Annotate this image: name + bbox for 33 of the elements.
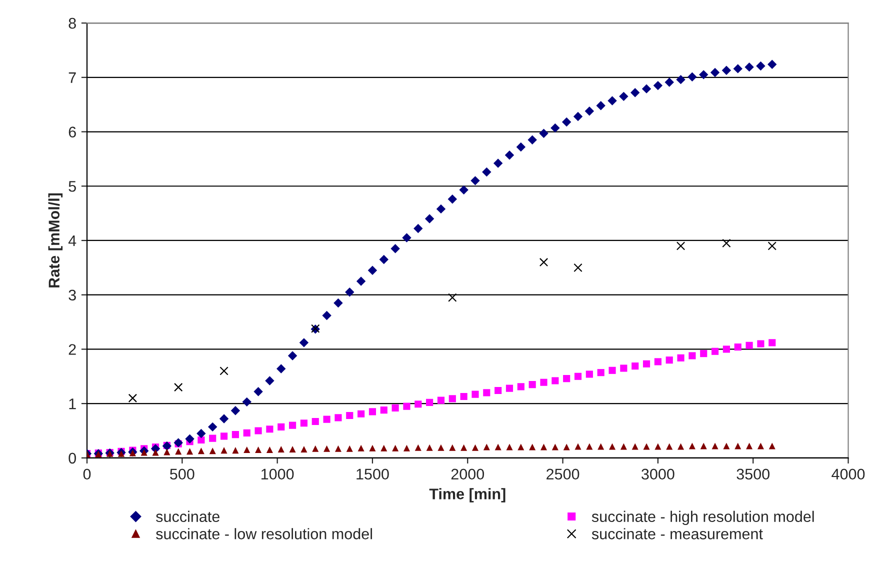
- y-tick-label: 6: [68, 126, 76, 138]
- x-tick-label: 2500: [546, 468, 580, 480]
- y-axis-title: Rate [mMol/l]: [48, 193, 63, 288]
- legend-label: succinate: [156, 510, 220, 522]
- point: [220, 366, 228, 376]
- x-tick-label: 3500: [736, 468, 770, 480]
- legend-label: succinate - high resolution model: [592, 510, 814, 526]
- y-tick-label: 4: [68, 236, 76, 246]
- point: [768, 242, 776, 250]
- y-tick-label: 8: [68, 18, 76, 29]
- point: [539, 258, 548, 267]
- x-tick-label: 1500: [356, 468, 389, 480]
- y-tick-label: 1: [69, 398, 76, 410]
- x-tick-label: 2000: [451, 468, 484, 480]
- y-tick-label: 7: [68, 72, 76, 83]
- y-tick-label: 3: [68, 290, 76, 301]
- x-axis-title: Time [min]: [429, 488, 506, 502]
- point: [174, 382, 183, 392]
- point: [574, 263, 582, 272]
- point: [722, 238, 731, 248]
- x-tick-label: 3000: [642, 468, 674, 480]
- y-tick-label: 0: [68, 452, 76, 464]
- x-tick-label: 4000: [832, 468, 865, 480]
- y-tick-label: 2: [68, 344, 76, 355]
- x-tick-label: 0: [83, 468, 91, 480]
- point: [676, 242, 686, 250]
- point: [448, 293, 457, 302]
- legend-label: succinate - low resolution model: [156, 528, 372, 540]
- y-tick-label: 5: [68, 181, 76, 192]
- legend-label: succinate - measurement: [592, 528, 763, 540]
- x-tick-label: 500: [170, 468, 194, 480]
- point: [128, 394, 138, 402]
- x-tick-label: 1000: [261, 468, 294, 480]
